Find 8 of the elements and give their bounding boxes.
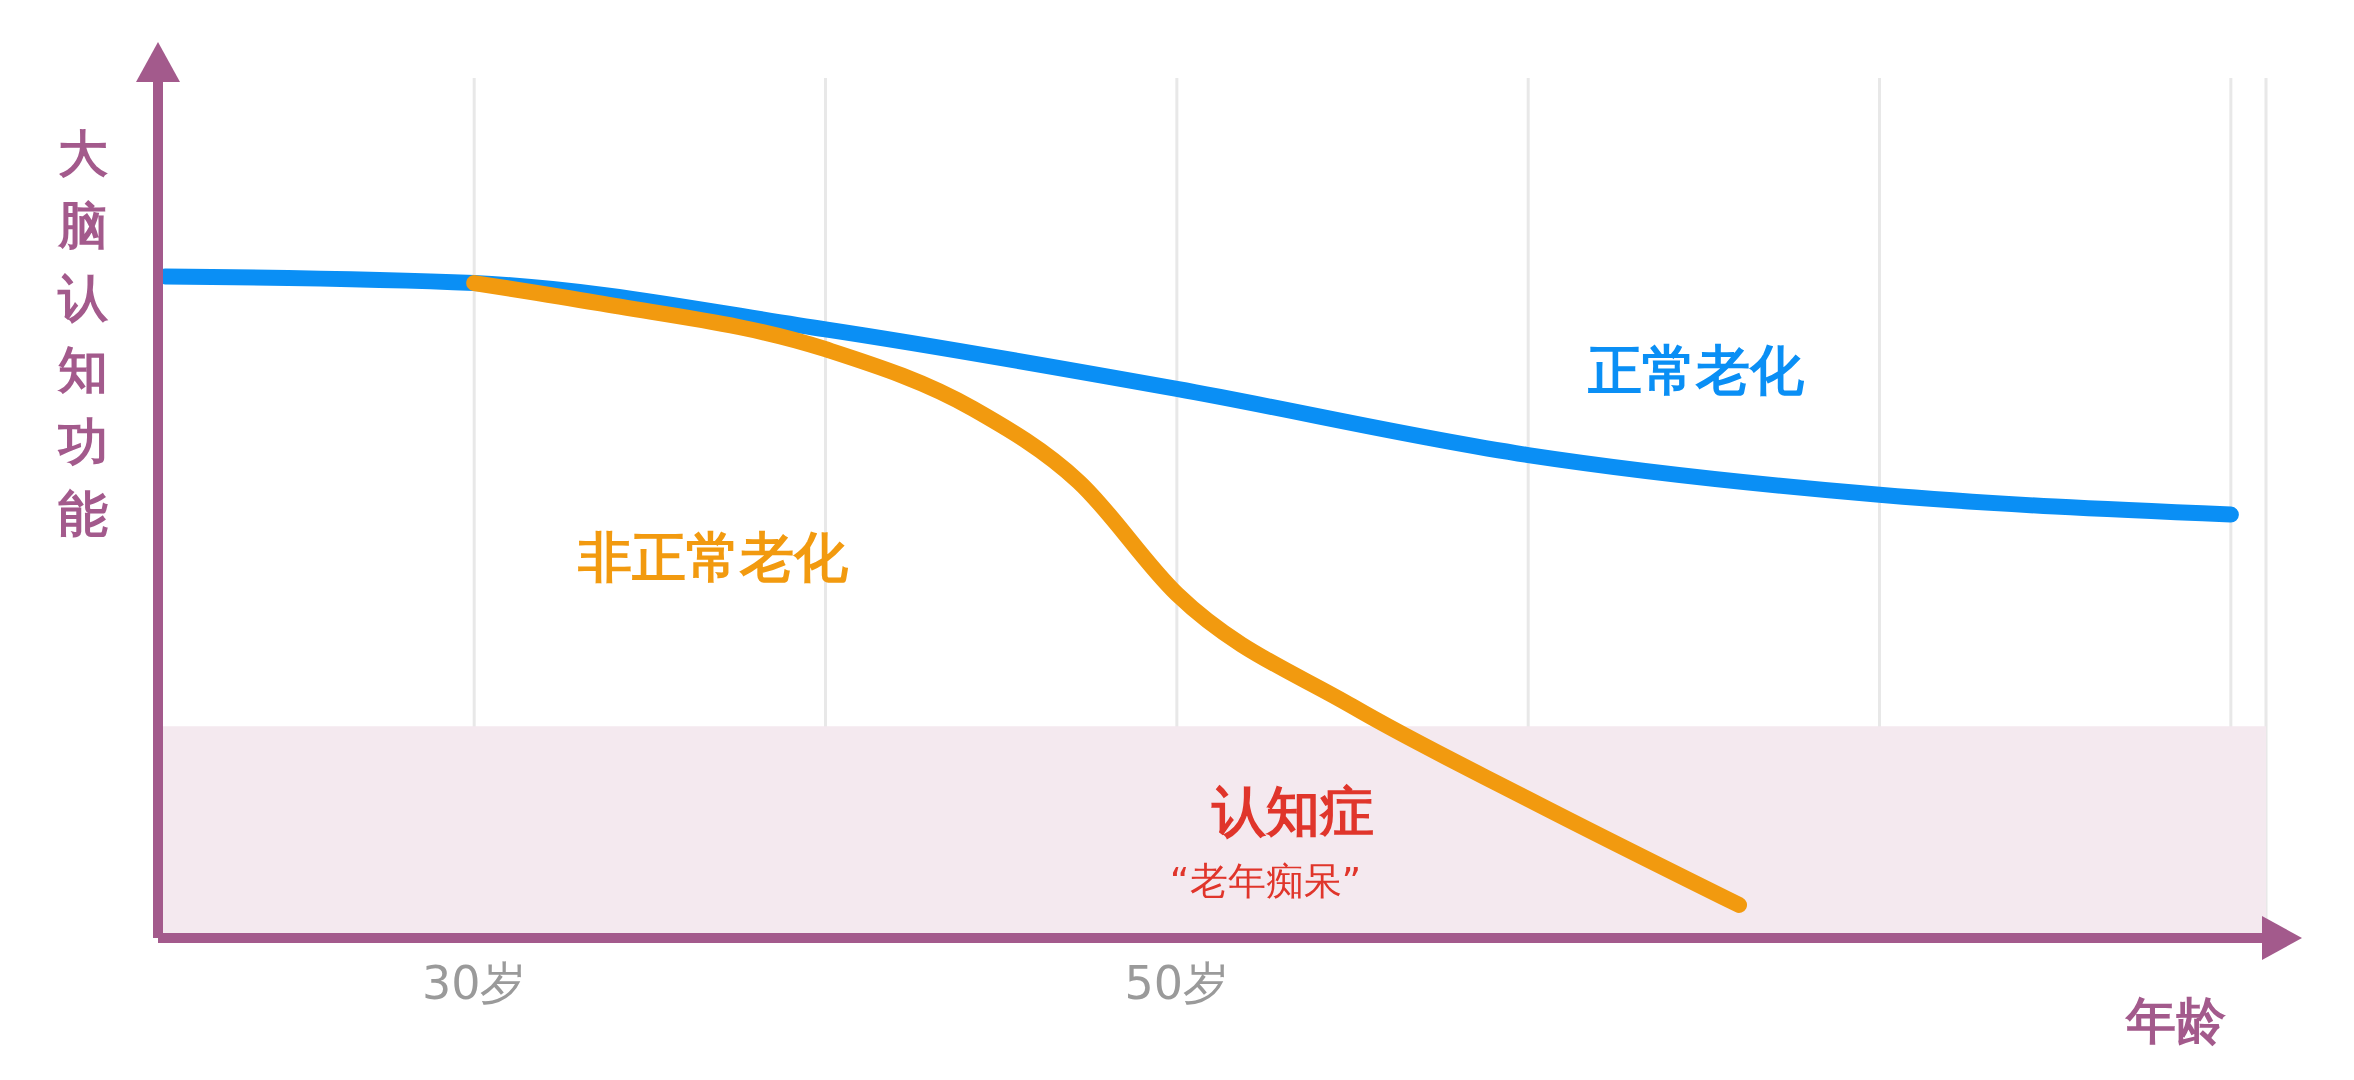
x-tick-label: 30岁 [421,955,527,1010]
text: 非正常老化 [578,524,849,591]
band-label: 认知症 [1212,779,1374,846]
annotation: “老年痴呆” [1169,858,1362,906]
series-label: 正常老化 [1588,338,1805,405]
x-tick-label: 50岁 [1124,955,1230,1010]
x-axis-title: 年龄 [2126,991,2226,1052]
y-axis-title: 大脑认知功能 [58,124,109,545]
